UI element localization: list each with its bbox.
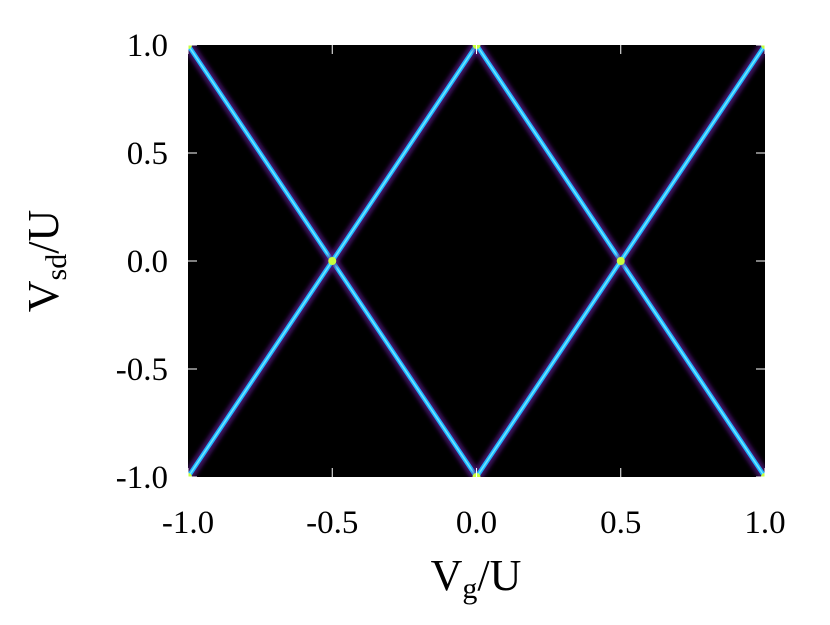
crossing-point-0: [328, 257, 337, 265]
crossing-point-1: [616, 257, 625, 265]
x-axis-title-main: V: [431, 551, 463, 600]
x-axis-title: Vg/U: [431, 551, 522, 605]
crossing-point-6: [188, 45, 192, 49]
y-tick-label-4: 1.0: [127, 28, 168, 64]
x-tick-label-4: 1.0: [744, 505, 785, 541]
y-tick-label-3: 0.5: [127, 136, 168, 172]
x-tick-label-0: -1.0: [162, 505, 214, 541]
crossing-point-7: [188, 473, 192, 477]
data-layer: [188, 45, 765, 477]
plot-background: [188, 45, 765, 477]
x-axis-title-rest: /U: [477, 551, 521, 600]
crossing-point-4: [761, 45, 765, 49]
y-axis-title-rest: /U: [19, 210, 68, 254]
y-axis-title-main: V: [19, 280, 68, 312]
x-tick-label-3: 0.5: [600, 505, 641, 541]
crossing-point-5: [761, 473, 765, 477]
y-tick-label-1: -0.5: [116, 352, 168, 388]
y-axis-title: Vsd/U: [19, 210, 73, 312]
y-axis-title-sub: sd: [40, 254, 73, 281]
y-tick-label-0: -1.0: [116, 460, 168, 496]
x-tick-label-2: 0.0: [456, 505, 497, 541]
tick-layer: -1.0 -0.5 0.0 0.5 1.0 -1.0 -0.5 0.0 0.5 1.0: [116, 28, 786, 541]
x-axis-title-sub: g: [462, 572, 477, 605]
x-tick-label-1: -0.5: [306, 505, 358, 541]
y-tick-label-2: 0.0: [127, 244, 168, 280]
